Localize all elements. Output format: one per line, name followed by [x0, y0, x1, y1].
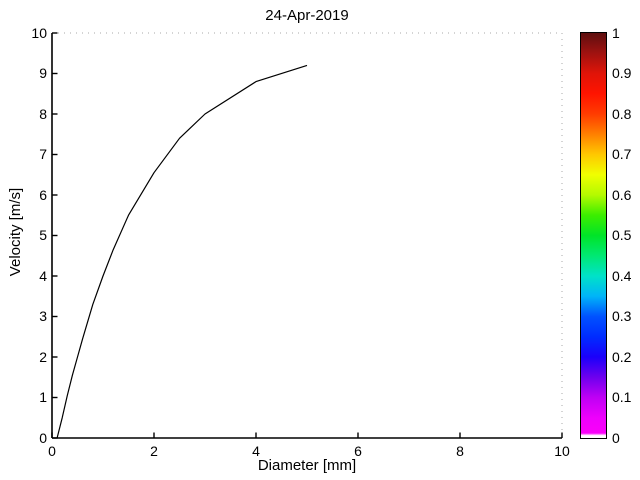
colorbar-tick-label: 1: [612, 24, 620, 41]
y-tick-label: 0: [39, 429, 47, 446]
x-tick-label: 10: [554, 443, 570, 459]
y-tick-label: 3: [39, 308, 47, 324]
y-tick-label: 1: [39, 389, 47, 405]
y-tick-label: 6: [39, 186, 47, 203]
x-tick-label: 0: [48, 443, 56, 459]
colorbar-tick-label: 0: [612, 429, 620, 446]
x-tick-label: 4: [252, 443, 260, 459]
velocity-curve-line: [56, 64, 308, 439]
colorbar-tick-label: 0.8: [612, 105, 632, 122]
y-tick-label: 10: [31, 24, 47, 41]
x-tick-label: 6: [354, 443, 362, 459]
colorbar-tick-label: 0.9: [612, 65, 632, 81]
colorbar-tick-label: 0.7: [612, 146, 632, 162]
colorbar-tick-label: 0.6: [612, 186, 632, 203]
y-tick-label: 7: [39, 146, 47, 162]
y-tick-label: 4: [39, 267, 47, 284]
y-tick-label: 5: [39, 227, 47, 243]
x-tick-label: 8: [456, 443, 464, 459]
x-tick-label: 2: [150, 443, 158, 459]
chart-title: 24-Apr-2019: [265, 7, 349, 24]
x-axis-label: Diameter [mm]: [257, 457, 357, 474]
y-tick-label: 8: [39, 105, 47, 122]
colorbar-tick-label: 0.1: [612, 389, 632, 405]
colorbar-gradient: [580, 32, 607, 439]
colorbar-tick-label: 0.3: [612, 308, 632, 324]
colorbar-tick-label: 0.5: [612, 227, 632, 243]
colorbar-tick-label: 0.4: [612, 267, 632, 284]
y-tick-label: 2: [39, 348, 47, 365]
colorbar-tick-label: 0.2: [612, 348, 632, 365]
y-tick-label: 9: [39, 65, 47, 81]
